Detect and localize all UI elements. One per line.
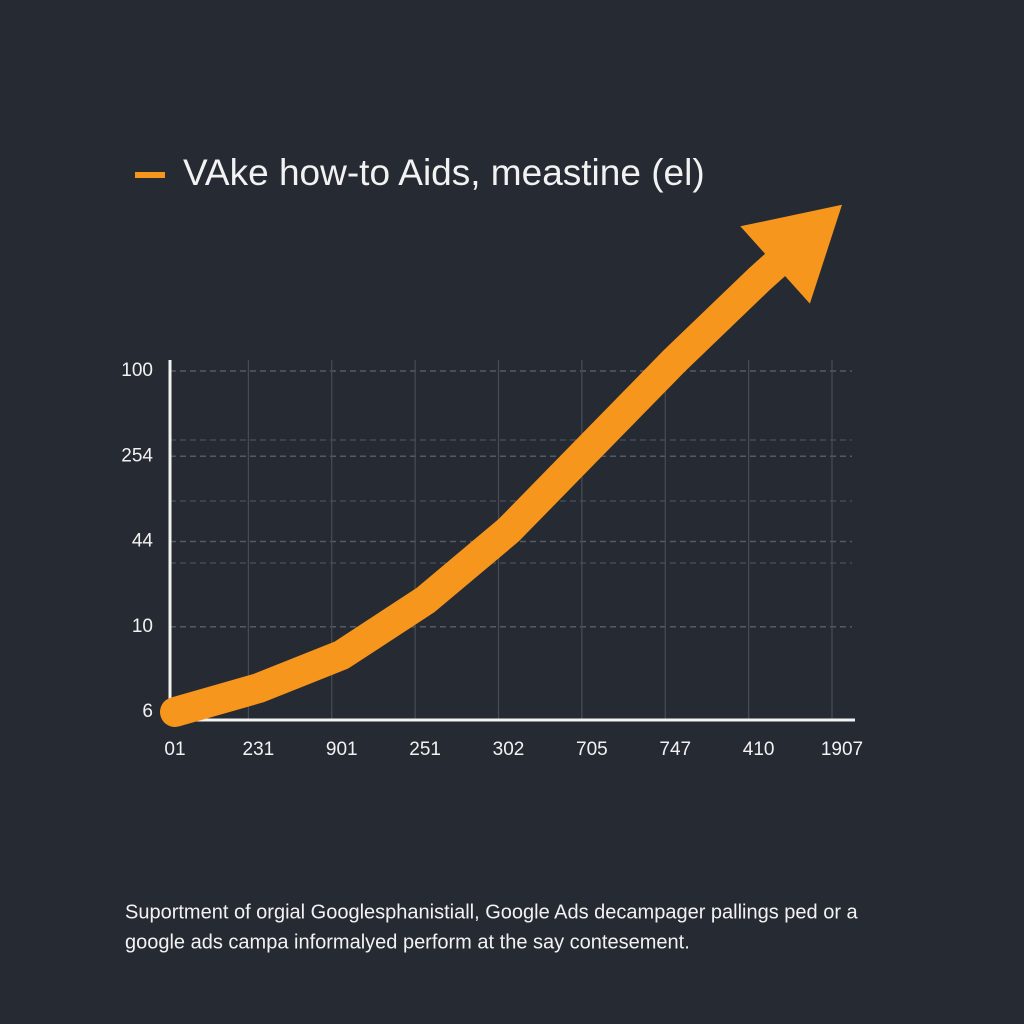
y-tick-label: 100 — [121, 360, 153, 381]
x-tick-label: 1907 — [821, 739, 863, 760]
chart-title: VAke how-to Aids, meastine (el) — [183, 152, 705, 193]
arrow-head — [740, 204, 842, 304]
y-tick-label: 6 — [142, 701, 153, 722]
caption-line: Suportment of orgial Googlesphanistiall,… — [125, 901, 859, 923]
y-tick-label: 254 — [121, 445, 153, 466]
x-tick-label: 251 — [409, 739, 441, 760]
y-tick-label: 44 — [132, 531, 154, 552]
x-tick-label: 231 — [243, 739, 275, 760]
x-tick-label: 410 — [743, 739, 775, 760]
x-tick-label: 01 — [164, 739, 185, 760]
x-tick-label: 705 — [576, 739, 608, 760]
trend-line — [160, 243, 798, 727]
x-tick-label: 302 — [493, 739, 525, 760]
x-tick-label: 901 — [326, 739, 358, 760]
caption-line: google ads campa informalyed perform at … — [125, 931, 690, 953]
y-tick-label: 10 — [132, 616, 153, 637]
x-tick-label: 747 — [659, 739, 691, 760]
